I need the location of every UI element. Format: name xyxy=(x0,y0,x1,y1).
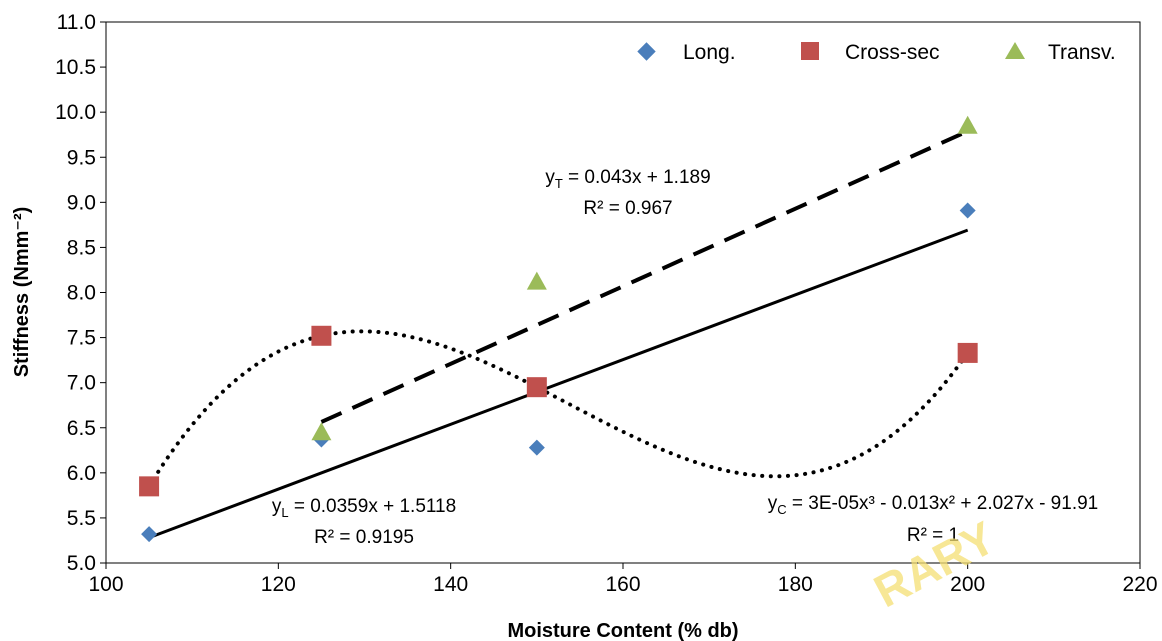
y-axis-title: Stiffness (Nmm⁻²) xyxy=(11,207,33,378)
y-tick-label: 10.5 xyxy=(55,56,96,79)
marker-cross-sec xyxy=(526,377,547,398)
legend-item-long: Long. xyxy=(637,41,736,64)
svg-text:yT = 0.043x + 1.189: yT = 0.043x + 1.189 xyxy=(545,167,710,191)
y-tick-label: 5.5 xyxy=(67,507,96,530)
svg-text:R² = 0.967: R² = 0.967 xyxy=(583,198,672,219)
marker-long xyxy=(141,526,158,543)
marker-transv xyxy=(957,115,978,134)
equation-cross-section: yC = 3E-05x³ - 0.013x² + 2.027x - 91.91 … xyxy=(768,493,1098,546)
marker-transv xyxy=(526,271,547,290)
x-tick-label: 220 xyxy=(1122,573,1157,596)
y-tick-label: 7.5 xyxy=(67,327,96,350)
marker-cross-sec xyxy=(139,476,160,497)
x-tick-label: 120 xyxy=(261,573,296,596)
legend-marker-diamond xyxy=(637,42,656,61)
marker-long xyxy=(959,202,976,219)
y-tick-label: 11.0 xyxy=(57,11,96,34)
plot-area xyxy=(105,21,1141,564)
marker-cross-sec xyxy=(957,342,978,363)
equation-transverse: yT = 0.043x + 1.189 R² = 0.967 xyxy=(545,167,710,219)
svg-text:Cross-sec: Cross-sec xyxy=(845,41,940,64)
svg-text:yL = 0.0359x + 1.5118: yL = 0.0359x + 1.5118 xyxy=(272,496,456,520)
x-axis-title: Moisture Content (% db) xyxy=(507,620,738,641)
svg-text:yC = 3E-05x³ - 0.013x² + 2.027: yC = 3E-05x³ - 0.013x² + 2.027x - 91.91 xyxy=(768,493,1098,517)
x-axis: 100 120 140 160 180 200 220 xyxy=(88,563,1158,596)
y-axis: 5.0 5.5 6.0 6.5 7.0 7.5 8.0 8.5 9.0 9.5 10.0 10.5 11… xyxy=(55,11,106,575)
svg-text:Transv.: Transv. xyxy=(1048,41,1116,64)
svg-text:R² = 1: R² = 1 xyxy=(907,525,959,546)
trendline-cross-dotted xyxy=(147,329,970,489)
svg-text:Long.: Long. xyxy=(683,41,736,64)
legend-item-cross-sec: Cross-sec xyxy=(801,41,940,64)
data-markers xyxy=(139,115,978,543)
legend-marker-square xyxy=(801,42,819,60)
y-tick-label: 10.0 xyxy=(55,101,96,124)
x-tick-label: 140 xyxy=(433,573,468,596)
y-tick-label: 8.0 xyxy=(67,282,96,305)
x-tick-label: 100 xyxy=(88,573,123,596)
marker-cross-sec xyxy=(311,325,332,346)
y-tick-label: 7.0 xyxy=(67,372,96,395)
trendlines xyxy=(147,129,970,540)
x-tick-label: 180 xyxy=(778,573,813,596)
legend-item-transv: Transv. xyxy=(1005,41,1116,64)
y-tick-label: 9.0 xyxy=(67,191,96,214)
marker-long xyxy=(528,439,545,456)
equation-longitudinal: yL = 0.0359x + 1.5118 R² = 0.9195 xyxy=(272,496,456,548)
svg-text:R² = 0.9195: R² = 0.9195 xyxy=(314,527,414,548)
trendline-transv-dashed xyxy=(320,129,969,424)
marker-transv xyxy=(311,422,332,441)
y-tick-label: 6.0 xyxy=(67,462,96,485)
legend: Long. Cross-sec Transv. xyxy=(637,41,1116,64)
x-tick-label: 200 xyxy=(950,573,985,596)
y-tick-label: 8.5 xyxy=(67,236,96,259)
legend-marker-triangle xyxy=(1005,42,1025,59)
y-tick-label: 6.5 xyxy=(67,417,96,440)
x-tick-label: 160 xyxy=(605,573,640,596)
y-tick-label: 9.5 xyxy=(67,146,96,169)
trendline-long-solid xyxy=(148,228,969,540)
y-tick-label: 5.0 xyxy=(67,552,96,575)
